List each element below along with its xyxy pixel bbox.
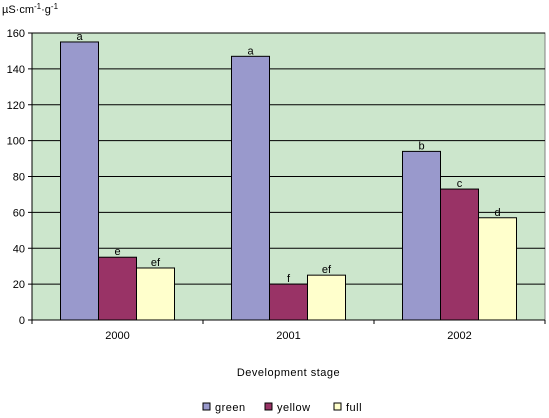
x-axis-title: Development stage	[237, 367, 340, 379]
x-tick-label: 2000	[105, 330, 129, 342]
bar-label: a	[247, 45, 254, 57]
bar-label: a	[76, 31, 83, 43]
y-unit-part-2: ·g	[41, 4, 51, 16]
y-tick-label: 160	[7, 28, 25, 40]
legend-swatch-full	[333, 402, 342, 411]
bar-label: e	[114, 246, 120, 258]
legend-swatch-yellow	[264, 402, 273, 411]
y-tick-label: 60	[13, 207, 25, 219]
y-tick-label: 120	[7, 100, 25, 112]
bar-yellow-2001	[269, 283, 308, 321]
y-tick-label: 80	[13, 172, 25, 184]
legend-swatch-green	[202, 402, 211, 411]
y-unit-sup-1: -1	[34, 2, 42, 11]
bar-labels: a e ef a f ef b c d	[76, 31, 500, 285]
bar-label: c	[457, 178, 463, 190]
bar-yellow-2002	[440, 188, 479, 321]
bar-full-2001	[307, 274, 346, 321]
y-tick-label: 20	[13, 279, 25, 291]
bar-green-2001	[231, 55, 270, 321]
y-tick-label: 140	[7, 64, 25, 76]
bar-label: d	[494, 207, 500, 219]
y-unit-sup-2: -1	[51, 2, 59, 11]
x-tick-label: 2001	[276, 330, 300, 342]
legend-label-yellow: yellow	[277, 402, 311, 414]
bar-full-2002	[478, 217, 517, 321]
x-axis: 2000 2001 2002	[31, 320, 546, 342]
bar-yellow-2000	[98, 256, 137, 321]
bar-label: b	[418, 140, 424, 152]
x-tick-label: 2002	[447, 330, 471, 342]
bar-green-2002	[402, 150, 441, 321]
y-unit-part-1: µS·cm	[2, 4, 34, 16]
legend-label-green: green	[215, 402, 246, 414]
legend: green yellow full	[202, 402, 362, 414]
y-axis-unit: µS·cm-1·g-1	[2, 2, 59, 16]
legend-label-full: full	[346, 402, 362, 414]
y-tick-label: 40	[13, 243, 25, 255]
y-tick-label: 0	[19, 315, 25, 327]
y-axis: 0 20 40 60 80 100 120 140 160	[7, 28, 32, 327]
bar-green-2000	[60, 41, 99, 321]
bar-label: f	[287, 273, 291, 285]
bar-label: ef	[151, 257, 161, 269]
bar-label: ef	[322, 264, 332, 276]
y-tick-label: 100	[7, 136, 25, 148]
bar-full-2000	[136, 267, 175, 321]
